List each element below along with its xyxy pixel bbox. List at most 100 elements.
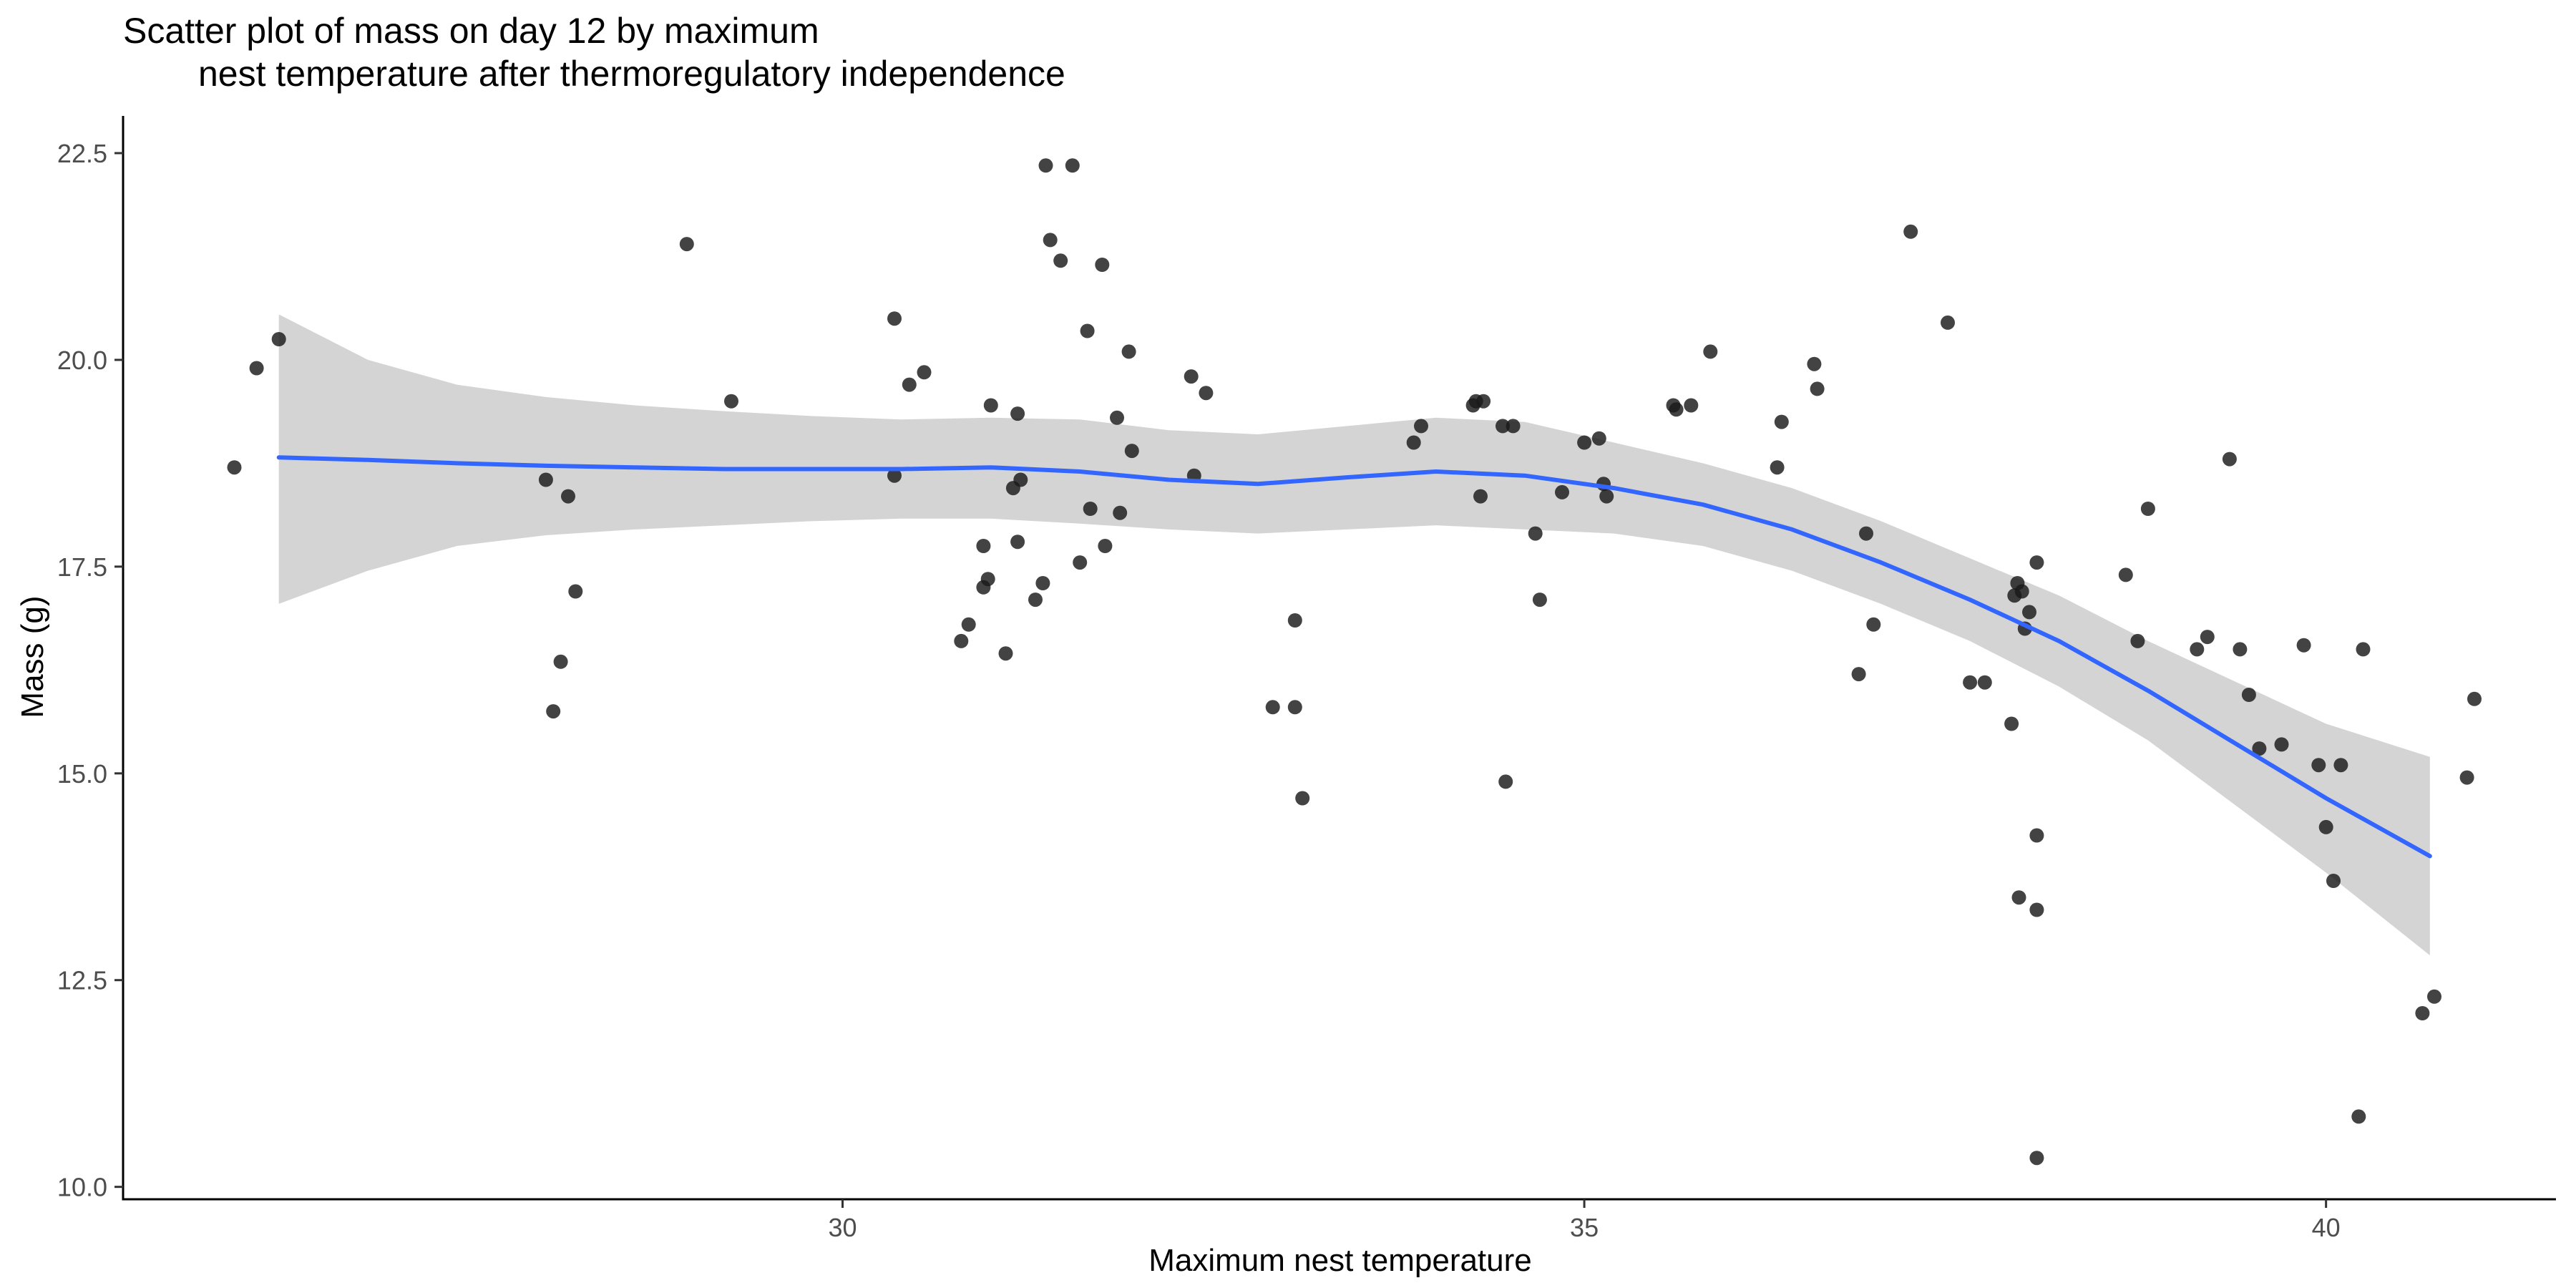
data-point [2140,502,2155,516]
data-point [1476,394,1491,409]
data-point [2011,890,2026,905]
data-point [2427,989,2441,1004]
data-point [2333,758,2348,773]
data-point [1473,489,1488,504]
data-point [1555,484,1569,499]
y-axis-ticks: 10.0 12.5 15.0 17.5 20.0 22.5 [57,139,123,1202]
data-point [2326,874,2341,888]
data-point [1577,435,1592,450]
data-point [1941,315,1955,330]
chart-title-line-2: nest temperature after thermoregulatory … [198,54,1065,94]
data-point [2200,630,2215,645]
data-point [1199,386,1214,401]
data-point [1977,675,1992,690]
data-point [1073,555,1088,570]
data-point [2130,633,2145,648]
data-point [1532,592,1547,608]
data-point [1287,613,1302,628]
data-point [1098,539,1113,553]
data-point [1506,419,1521,434]
smooth-line-layer [276,455,2432,859]
data-point [2351,1109,2366,1124]
data-point [2311,758,2326,773]
data-point [1043,233,1058,248]
y-tick-label: 15.0 [57,759,107,789]
data-point [961,617,976,632]
data-point [2118,567,2133,582]
x-tick-label: 35 [1570,1213,1599,1242]
data-point [983,398,998,413]
data-point [1065,158,1080,173]
data-point [2014,584,2029,599]
data-point [2233,642,2248,657]
data-point [1083,502,1098,516]
data-point [1080,323,1095,338]
data-point [538,472,553,487]
data-point [271,332,286,346]
data-point [2459,770,2474,785]
x-axis-ticks: 30 35 40 [828,1199,2341,1242]
data-point [1113,505,1128,520]
data-point [902,377,917,392]
data-point [1095,258,1110,272]
y-axis-label: Mass (g) [15,595,50,718]
x-tick-label: 30 [828,1213,857,1242]
data-point [2222,452,2237,467]
data-point [1774,414,1789,429]
chart-title-line-1: Scatter plot of mass on day 12 by maximu… [123,11,819,51]
data-point [2415,1006,2430,1020]
data-point [1669,402,1684,417]
data-point [887,311,902,326]
data-point [1121,344,1136,359]
data-point [2467,691,2482,706]
data-point [1295,791,1310,806]
data-point [980,572,995,587]
data-point [1028,592,1043,608]
data-point [1053,253,1068,268]
data-point [2296,638,2311,653]
data-point [568,584,583,599]
data-point [227,460,242,475]
data-point [1414,419,1428,434]
data-point [1287,700,1302,715]
data-point [2274,737,2289,752]
data-point [1013,472,1028,487]
data-point [1591,431,1606,446]
data-point [976,539,991,553]
data-point [1110,410,1124,425]
data-point [2190,642,2205,657]
data-point [2029,1151,2044,1166]
data-point [2022,605,2036,620]
data-point [1703,344,1718,359]
data-point [1035,576,1050,590]
data-point [1599,489,1614,504]
data-point [553,654,568,669]
data-point [2029,828,2044,843]
data-point [998,646,1013,661]
data-point [724,394,738,409]
data-point [1851,667,1866,682]
data-point [1770,460,1785,475]
data-point [1866,617,1881,632]
y-tick-label: 17.5 [57,552,107,582]
data-point [1810,381,1825,396]
x-axis-label: Maximum nest temperature [1148,1243,1532,1278]
data-point [1528,526,1543,541]
smooth-trend-line [276,455,2432,859]
data-point [1684,398,1699,413]
data-point [561,489,575,504]
data-point [679,237,694,252]
data-point [1496,419,1510,434]
data-point [1859,526,1873,541]
data-point [1903,224,1918,239]
data-point [1010,406,1025,421]
data-point [954,633,969,648]
data-point [1010,535,1025,550]
data-point [1124,444,1139,459]
data-point [1406,435,1421,450]
data-point [2029,902,2044,917]
data-point [1963,675,1978,690]
data-point [2241,688,2256,702]
data-point [1265,700,1280,715]
